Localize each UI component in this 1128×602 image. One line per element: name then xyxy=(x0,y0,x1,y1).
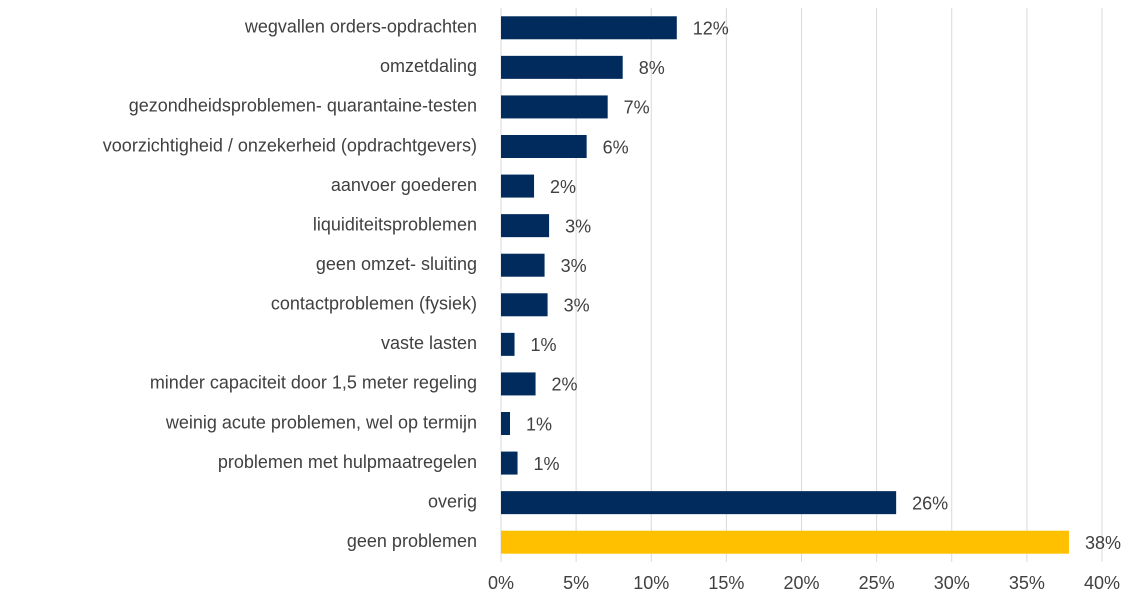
value-label: 2% xyxy=(552,375,578,395)
value-label: 1% xyxy=(534,454,560,474)
value-label: 6% xyxy=(603,137,629,157)
category-label: contactproblemen (fysiek) xyxy=(271,294,477,314)
value-label: 7% xyxy=(624,98,650,118)
value-label: 26% xyxy=(912,493,948,513)
category-label: aanvoer goederen xyxy=(331,175,477,195)
bar xyxy=(501,55,623,79)
x-tick-label: 5% xyxy=(563,573,589,593)
value-label: 3% xyxy=(565,216,591,236)
value-label: 3% xyxy=(561,256,587,276)
bar xyxy=(501,16,677,40)
x-tick-label: 35% xyxy=(1009,573,1045,593)
category-label: geen problemen xyxy=(347,531,477,551)
category-label: voorzichtigheid / onzekerheid (opdrachtg… xyxy=(103,135,477,155)
value-label: 3% xyxy=(564,296,590,316)
bar xyxy=(501,372,536,396)
bar xyxy=(501,293,548,317)
category-label: problemen met hulpmaatregelen xyxy=(218,452,477,472)
x-tick-label: 30% xyxy=(934,573,970,593)
category-label: wegvallen orders-opdrachten xyxy=(244,17,477,37)
x-tick-label: 15% xyxy=(708,573,744,593)
category-label: overig xyxy=(428,491,477,511)
x-tick-label: 10% xyxy=(633,573,669,593)
bar xyxy=(501,95,608,119)
value-label: 38% xyxy=(1085,533,1121,553)
bar xyxy=(501,491,897,515)
category-label: vaste lasten xyxy=(381,333,477,353)
value-label: 12% xyxy=(693,19,729,39)
x-tick-label: 40% xyxy=(1084,573,1120,593)
category-label: weinig acute problemen, wel op termijn xyxy=(165,412,477,432)
bar xyxy=(501,135,587,158)
x-tick-label: 25% xyxy=(859,573,895,593)
bar xyxy=(501,530,1069,554)
bar xyxy=(501,451,518,475)
value-label: 2% xyxy=(550,177,576,197)
x-tick-label: 0% xyxy=(488,573,514,593)
value-label: 1% xyxy=(526,414,552,434)
bar xyxy=(501,174,535,198)
value-label: 8% xyxy=(639,58,665,78)
category-label: gezondheidsproblemen- quarantaine-testen xyxy=(129,96,477,116)
bar xyxy=(501,412,511,435)
category-label: liquiditeitsproblemen xyxy=(313,214,477,234)
category-label: geen omzet- sluiting xyxy=(316,254,477,274)
value-label: 1% xyxy=(531,335,557,355)
bar xyxy=(501,253,545,277)
category-label: omzetdaling xyxy=(380,56,477,76)
bar xyxy=(501,214,550,238)
x-tick-label: 20% xyxy=(783,573,819,593)
category-label: minder capaciteit door 1,5 meter regelin… xyxy=(150,373,477,393)
bar xyxy=(501,332,515,356)
